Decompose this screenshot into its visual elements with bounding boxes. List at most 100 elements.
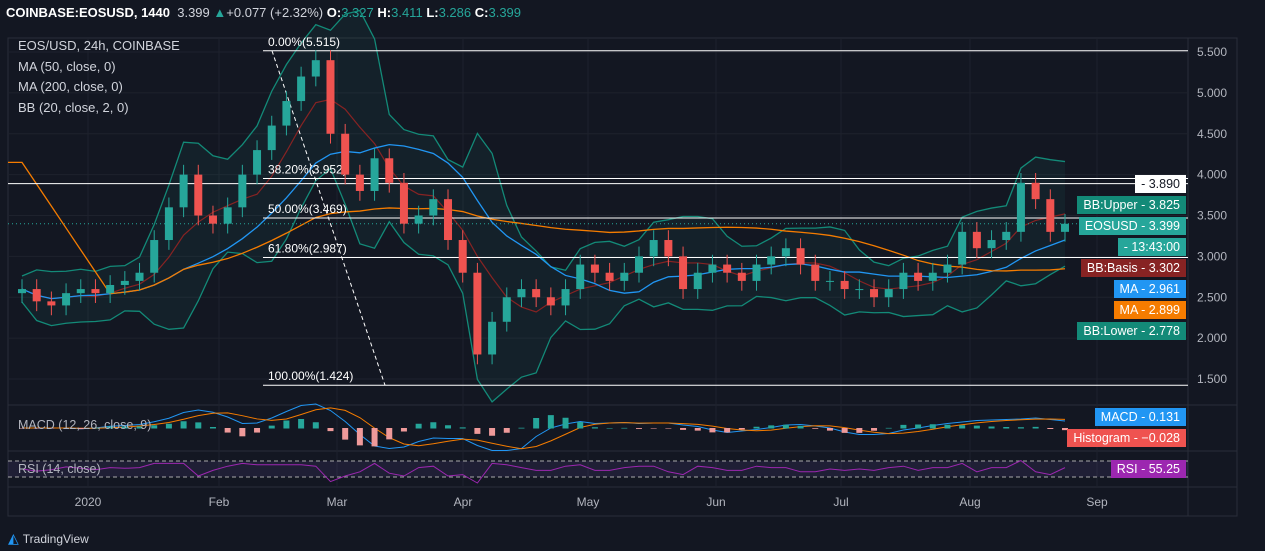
candle — [679, 256, 688, 290]
macd-histogram-bar — [929, 424, 936, 429]
macd-histogram-bar — [19, 428, 25, 429]
macd-histogram-bar — [841, 428, 848, 433]
high-value: 3.411 — [391, 5, 423, 20]
candle — [752, 264, 761, 281]
macd-histogram-bar — [1017, 427, 1024, 429]
legend-ma50[interactable]: MA (50, close, 0) — [18, 58, 116, 74]
candle — [164, 207, 173, 241]
candle — [106, 284, 115, 294]
tradingview-logo[interactable]: ◭ TradingView — [8, 530, 89, 547]
macd-histogram-bar — [445, 425, 452, 429]
bb-lower-line — [21, 167, 1066, 403]
macd-histogram-bar — [92, 427, 99, 429]
macd-histogram-bar — [650, 428, 657, 429]
macd-histogram-bar — [239, 428, 246, 437]
macd-histogram-bar — [459, 427, 466, 429]
candle — [723, 264, 732, 273]
macd-histogram-bar — [606, 428, 613, 429]
macd-histogram-bar — [768, 425, 775, 429]
candle — [811, 264, 820, 281]
macd-histogram-bar — [268, 425, 275, 429]
candle — [1031, 182, 1040, 200]
candle — [870, 289, 879, 298]
close-value: 3.399 — [488, 5, 522, 20]
bb-basis-line — [21, 98, 1066, 313]
macd-histogram-bar — [724, 428, 731, 433]
macd-histogram-bar — [680, 428, 687, 430]
fib-level-label: 61.80%(2.987) — [268, 241, 347, 255]
legend-title[interactable]: EOS/USD, 24h, COINBASE — [18, 38, 180, 53]
x-tick-label: Feb — [209, 495, 230, 509]
candle — [987, 240, 996, 249]
y-tick-label: 4.500 — [1197, 127, 1227, 141]
legend-rsi[interactable]: RSI (14, close) — [18, 462, 101, 476]
candle — [517, 289, 526, 298]
macd-histogram-bar — [489, 428, 496, 436]
rsi-band — [8, 461, 1188, 477]
macd-histogram-bar — [151, 425, 158, 429]
macd-histogram-bar — [812, 428, 819, 429]
price-tag: - 13:43:00 — [1117, 237, 1186, 256]
candle — [502, 297, 511, 322]
macd-histogram-bar — [298, 419, 305, 429]
o-label: O: — [326, 5, 342, 20]
macd-histogram-bar — [77, 428, 84, 430]
candle — [47, 301, 56, 306]
x-tick-label: Mar — [327, 495, 348, 509]
candle — [208, 215, 217, 224]
macd-histogram-bar — [738, 428, 745, 430]
macd-histogram-bar — [386, 428, 393, 440]
candle — [399, 182, 408, 224]
macd-histogram-bar — [1032, 426, 1039, 429]
macd-histogram-bar — [621, 427, 628, 429]
macd-histogram-bar — [136, 426, 143, 429]
fib-trend-line — [271, 50, 386, 386]
macd-histogram-bar — [474, 428, 481, 434]
symbol-header: COINBASE:EOSUSD, 1440 3.399 ▲+0.077 (+2.… — [6, 5, 521, 20]
macd-histogram-bar — [503, 428, 510, 433]
macd-histogram-bar — [430, 422, 437, 429]
macd-histogram-bar — [665, 428, 672, 429]
macd-histogram-bar — [209, 427, 216, 429]
x-tick-label: Aug — [959, 495, 980, 509]
macd-histogram-bar — [959, 425, 966, 429]
macd-histogram-bar — [63, 428, 70, 429]
candle — [120, 280, 129, 285]
legend-ma200[interactable]: MA (200, close, 0) — [18, 79, 123, 94]
l-label: L: — [426, 5, 439, 20]
macd-signal-line — [22, 407, 1066, 450]
macd-histogram-bar — [944, 424, 951, 429]
y-tick-label: 2.500 — [1197, 290, 1227, 304]
legend-macd[interactable]: MACD (12, 26, close, 9) — [18, 418, 152, 432]
candle — [355, 174, 364, 191]
macd-histogram-bar — [562, 417, 569, 429]
candle — [649, 240, 658, 257]
price-tag: MA - 2.899 — [1113, 300, 1186, 319]
ma50-line — [21, 143, 1066, 300]
candle — [708, 264, 717, 273]
candle — [444, 199, 453, 241]
macd-histogram-bar — [973, 425, 980, 429]
c-label: C: — [474, 5, 489, 20]
branding-text: TradingView — [22, 531, 89, 546]
low-value: 3.286 — [438, 5, 472, 20]
fib-level-label: 50.00%(3.469) — [268, 202, 347, 216]
candle — [326, 60, 335, 134]
candle — [385, 158, 394, 183]
candle — [825, 280, 834, 282]
candle — [91, 289, 100, 294]
candle — [341, 133, 350, 175]
macd-histogram-bar — [371, 428, 378, 447]
candle — [1046, 199, 1055, 232]
candle — [605, 272, 614, 281]
macd-histogram-bar — [342, 428, 349, 440]
candle — [297, 76, 306, 102]
legend-bb[interactable]: BB (20, close, 2, 0) — [18, 99, 129, 115]
price-tag: - 3.890 — [1135, 174, 1186, 193]
macd-histogram-bar — [915, 424, 922, 429]
macd-histogram-bar — [312, 422, 319, 429]
candle — [429, 199, 438, 216]
candle — [576, 264, 585, 290]
fib-level-label: 100.00%(1.424) — [268, 369, 353, 383]
